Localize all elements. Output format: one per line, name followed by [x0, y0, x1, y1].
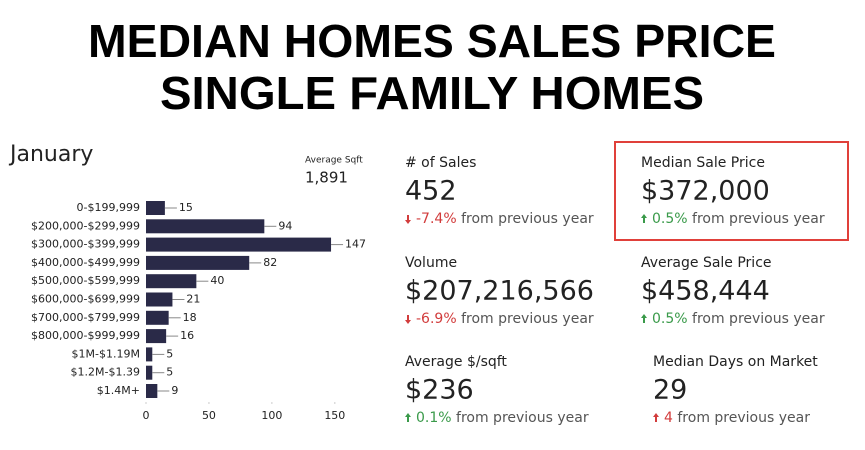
stat-label: Average Sale Price [641, 255, 772, 271]
bar [146, 255, 250, 270]
bar [146, 365, 153, 380]
change-value: 0.5% [652, 311, 688, 327]
x-tick-label: 100 [261, 409, 282, 422]
x-tick-label: 50 [202, 409, 216, 422]
bar [146, 201, 165, 215]
stat-change: -7.4% from previous year [416, 211, 594, 227]
category-label: $700,000-$799,999 [31, 311, 140, 324]
category-label: $600,000-$699,999 [31, 293, 140, 306]
bar [146, 274, 197, 289]
title-line: SINGLE FAMILY HOMES [160, 67, 704, 119]
value-label: 15 [179, 201, 193, 214]
bar [146, 237, 332, 252]
stat-label: Average $/sqft [405, 354, 507, 370]
stat-label: # of Sales [405, 155, 476, 171]
stat-change: 0.5% from previous year [652, 211, 825, 227]
value-label: 94 [278, 219, 292, 232]
bar [146, 384, 158, 398]
change-value: 0.1% [416, 410, 452, 426]
bar [146, 310, 169, 325]
value-label: 40 [210, 274, 224, 287]
stat-value: $372,000 [641, 176, 770, 207]
stat-change: 0.5% from previous year [652, 311, 825, 327]
stat-value: 452 [405, 176, 457, 207]
comparison: from previous year [456, 410, 589, 426]
trend-arrow [653, 413, 659, 422]
value-label: 21 [186, 293, 200, 306]
stat-value: $458,444 [641, 276, 770, 307]
category-label: $1M-$1.19M [72, 347, 140, 360]
value-label: 16 [180, 329, 194, 342]
stat-label: Volume [405, 255, 457, 271]
highlight-box [614, 141, 849, 241]
value-label: 147 [345, 238, 366, 251]
stat-value: $236 [405, 375, 474, 406]
stat-label: Median Days on Market [653, 354, 818, 370]
trend-arrow [641, 314, 647, 323]
category-label: $800,000-$999,999 [31, 329, 140, 342]
bar [146, 292, 173, 307]
comparison: from previous year [461, 311, 594, 327]
category-label: $500,000-$599,999 [31, 274, 140, 287]
trend-arrow [641, 214, 647, 223]
x-tick-label: 0 [143, 409, 150, 422]
change-value: -6.9% [416, 311, 457, 327]
value-label: 9 [171, 384, 178, 397]
bar [146, 219, 265, 234]
stat-value: 29 [653, 375, 687, 406]
stat-change: 4 from previous year [664, 410, 810, 426]
comparison: from previous year [692, 211, 825, 227]
sqft-value: 1,891 [305, 169, 348, 187]
trend-arrow [405, 315, 411, 324]
bar [146, 329, 167, 344]
change-value: 0.5% [652, 211, 688, 227]
trend-arrow [405, 215, 411, 224]
category-label: 0-$199,999 [77, 201, 140, 214]
comparison: from previous year [461, 211, 594, 227]
value-label: 18 [183, 311, 197, 324]
category-label: $300,000-$399,999 [31, 238, 140, 251]
chart-title: January [8, 142, 93, 167]
value-label: 5 [166, 347, 173, 360]
x-tick-label: 150 [324, 409, 345, 422]
stat-change: 0.1% from previous year [416, 410, 589, 426]
value-label: 5 [166, 366, 173, 379]
bar [146, 347, 153, 362]
stat-change: -6.9% from previous year [416, 311, 594, 327]
category-label: $1.4M+ [97, 384, 140, 397]
category-label: $1.2M-$1.39 [71, 366, 140, 379]
category-label: $200,000-$299,999 [31, 219, 140, 232]
stat-label: Median Sale Price [641, 155, 765, 171]
comparison: from previous year [677, 410, 810, 426]
comparison: from previous year [692, 311, 825, 327]
sqft-label: Average Sqft [305, 156, 363, 166]
category-label: $400,000-$499,999 [31, 256, 140, 269]
trend-arrow [405, 413, 411, 422]
stat-value: $207,216,566 [405, 276, 594, 307]
title-line: MEDIAN HOMES SALES PRICE [88, 15, 776, 67]
change-value: -7.4% [416, 211, 457, 227]
change-value: 4 [664, 410, 673, 426]
value-label: 82 [263, 256, 277, 269]
